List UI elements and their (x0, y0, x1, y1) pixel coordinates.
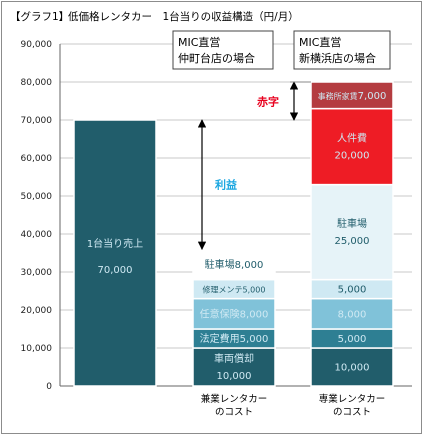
bar-segment (310, 81, 394, 110)
segment-value: 20,000 (335, 151, 370, 162)
segment-value: 8,000 (235, 260, 264, 271)
segment-value: 10,000 (335, 363, 370, 374)
callout-box (172, 30, 274, 70)
segment-value: 5,000 (240, 334, 269, 345)
segment-value: 8,000 (338, 309, 367, 320)
segment-name: 修理メンテ (203, 285, 243, 295)
bar-segment (310, 107, 394, 186)
bar-segment (310, 297, 394, 330)
bars (73, 81, 394, 387)
segment-value: 5,000 (338, 334, 367, 345)
y-tick-label: 20,000 (21, 306, 53, 316)
segment-label: 法定費用5,000 (200, 332, 269, 345)
annotation-label: 利益 (215, 177, 237, 191)
segment-value: 7,000 (358, 91, 387, 102)
annotation-label: 赤字 (257, 95, 279, 109)
bar-segment (310, 183, 394, 281)
category-label: 専業レンタカー (319, 393, 386, 405)
segment-name: 車両償却 (214, 352, 254, 365)
segment-name: 任意保険 (200, 307, 240, 320)
y-tick-label: 90,000 (21, 40, 53, 50)
y-tick-label: 30,000 (21, 268, 53, 278)
category-label: のコスト (215, 407, 253, 418)
segment-label: 10,000 (335, 363, 370, 374)
category-label: 兼業レンタカー (201, 393, 268, 405)
segment-name: 駐車場 (205, 258, 235, 271)
chart-title: 低価格レンタカー 1台当りの収益構造（円/月） (68, 10, 299, 23)
segment-labels: 1台当り売上70,000車両償却10,000法定費用5,000任意保険8,000… (87, 91, 387, 382)
segment-label: 事務所家賃7,000 (318, 91, 387, 102)
chart-tag: 【グラフ1】 (10, 10, 69, 23)
y-tick-label: 70,000 (21, 116, 53, 126)
segment-label: 8,000 (338, 309, 367, 320)
y-tick-label: 40,000 (21, 230, 53, 240)
y-tick-label: 60,000 (21, 154, 53, 164)
segment-value: 70,000 (98, 265, 133, 276)
callout-line: 新横浜店の場合 (299, 51, 376, 65)
segment-name: 事務所家賃 (318, 91, 358, 101)
bar-segment (310, 347, 394, 387)
segment-label: 5,000 (338, 285, 367, 296)
segment-name: 駐車場 (337, 217, 367, 230)
segment-value: 10,000 (217, 371, 252, 382)
segment-name: 法定費用 (200, 332, 240, 345)
segment-label: 修理メンテ5,000 (203, 285, 266, 295)
segment-value: 5,000 (338, 285, 367, 296)
bar-segment (192, 297, 276, 330)
y-tick-label: 80,000 (21, 78, 53, 88)
segment-label: 任意保険8,000 (200, 307, 269, 320)
y-tick-label: 10,000 (21, 344, 53, 354)
bar-segment (73, 119, 157, 387)
callout-box (293, 30, 391, 70)
segment-value: 5,000 (243, 286, 266, 295)
y-tick-label: 0 (46, 382, 52, 392)
bar-segment (192, 248, 276, 281)
bar-segment (192, 347, 276, 387)
segment-name: 人件費 (337, 132, 367, 145)
segment-value: 8,000 (240, 309, 269, 320)
segment-label: 5,000 (338, 334, 367, 345)
y-tick-label: 50,000 (21, 192, 53, 202)
callout-line: MIC直営 (178, 35, 220, 49)
callout-line: 仲町台店の場合 (178, 51, 255, 65)
annotations: 利益 赤字 (197, 81, 311, 251)
segment-value: 25,000 (335, 236, 370, 247)
callout-line: MIC直営 (299, 35, 341, 49)
y-axis: 0 10,000 20,000 30,000 40,000 50,000 60,000 70,… (21, 40, 61, 392)
category-label: のコスト (333, 407, 371, 418)
segment-label: 駐車場8,000 (205, 258, 264, 271)
segment-name: 1台当り売上 (87, 237, 143, 250)
